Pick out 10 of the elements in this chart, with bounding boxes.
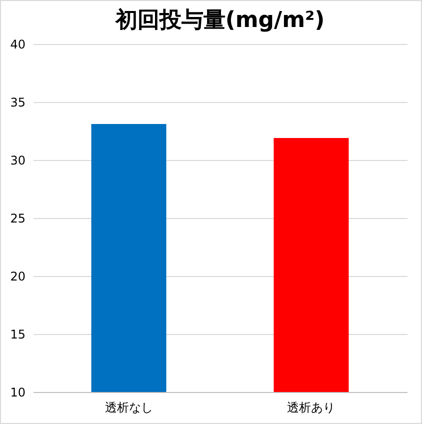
y-tick-label: 40 bbox=[10, 38, 26, 52]
y-tick-label: 15 bbox=[10, 328, 26, 342]
y-tick-label: 35 bbox=[10, 96, 26, 110]
y-tick-label: 10 bbox=[10, 386, 26, 400]
chart-title: 初回投与量(mg/m²) bbox=[114, 7, 325, 33]
x-tick-label: 透析なし bbox=[104, 400, 153, 414]
x-tick-label: 透析あり bbox=[287, 400, 336, 414]
y-tick-label: 20 bbox=[10, 270, 26, 284]
y-tick-label: 30 bbox=[10, 154, 26, 168]
y-tick-label: 25 bbox=[10, 212, 26, 226]
